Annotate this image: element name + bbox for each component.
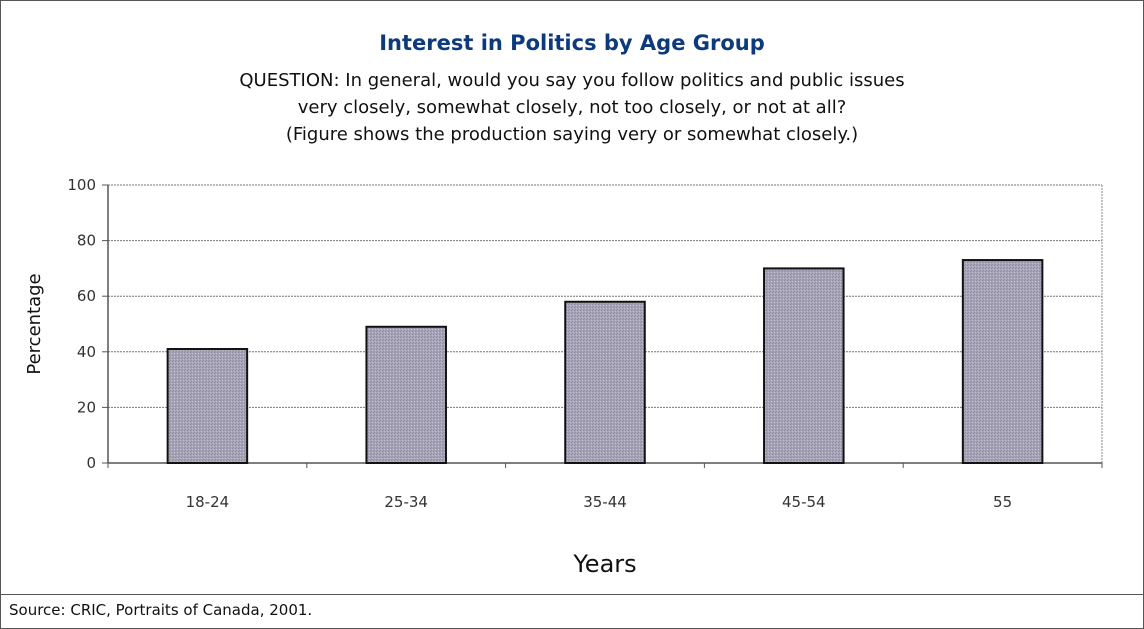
- y-axis-label: Percentage: [24, 273, 45, 374]
- bar-25-34: [365, 325, 447, 464]
- bar-55: [961, 259, 1044, 464]
- x-tick-label: 18-24: [186, 493, 230, 511]
- x-tick-label: 55: [993, 493, 1012, 511]
- y-tick-label: 100: [67, 176, 96, 194]
- chart-title: Interest in Politics by Age Group: [379, 31, 765, 55]
- subtitle-line-3: (Figure shows the production saying very…: [285, 124, 859, 145]
- source-note: Source: CRIC, Portraits of Canada, 2001.: [9, 601, 313, 619]
- subtitle-line-2: very closely, somewhat closely, not too …: [297, 97, 847, 118]
- bar-35-44: [564, 300, 646, 465]
- y-tick-label: 80: [77, 232, 96, 250]
- x-tick-label: 45-54: [782, 493, 826, 511]
- tick-labels: 0 20 40 60 80 100 18-24 25-34 35-44 45-54 55: [67, 176, 1012, 511]
- y-tick-label: 20: [77, 398, 96, 416]
- chart-container: Interest in Politics by Age Group QUESTI…: [1, 1, 1143, 595]
- x-tick-label: 25-34: [384, 493, 428, 511]
- bar-18-24: [166, 348, 249, 464]
- x-tick-label: 35-44: [583, 493, 627, 511]
- subtitle-line-1: QUESTION: In general, would you say you …: [239, 70, 905, 91]
- bars: [166, 259, 1044, 465]
- bar-chart: 0 20 40 60 80 100 18-24 25-34 35-44 45-54 55 Perce…: [24, 176, 1103, 578]
- chart-subtitle: QUESTION: In general, would you say you …: [1, 67, 1143, 148]
- bar-45-54: [763, 267, 845, 464]
- y-tick-label: 0: [86, 454, 96, 472]
- y-tick-label: 40: [77, 343, 96, 361]
- y-tick-label: 60: [77, 287, 96, 305]
- x-axis-label: Years: [572, 550, 636, 578]
